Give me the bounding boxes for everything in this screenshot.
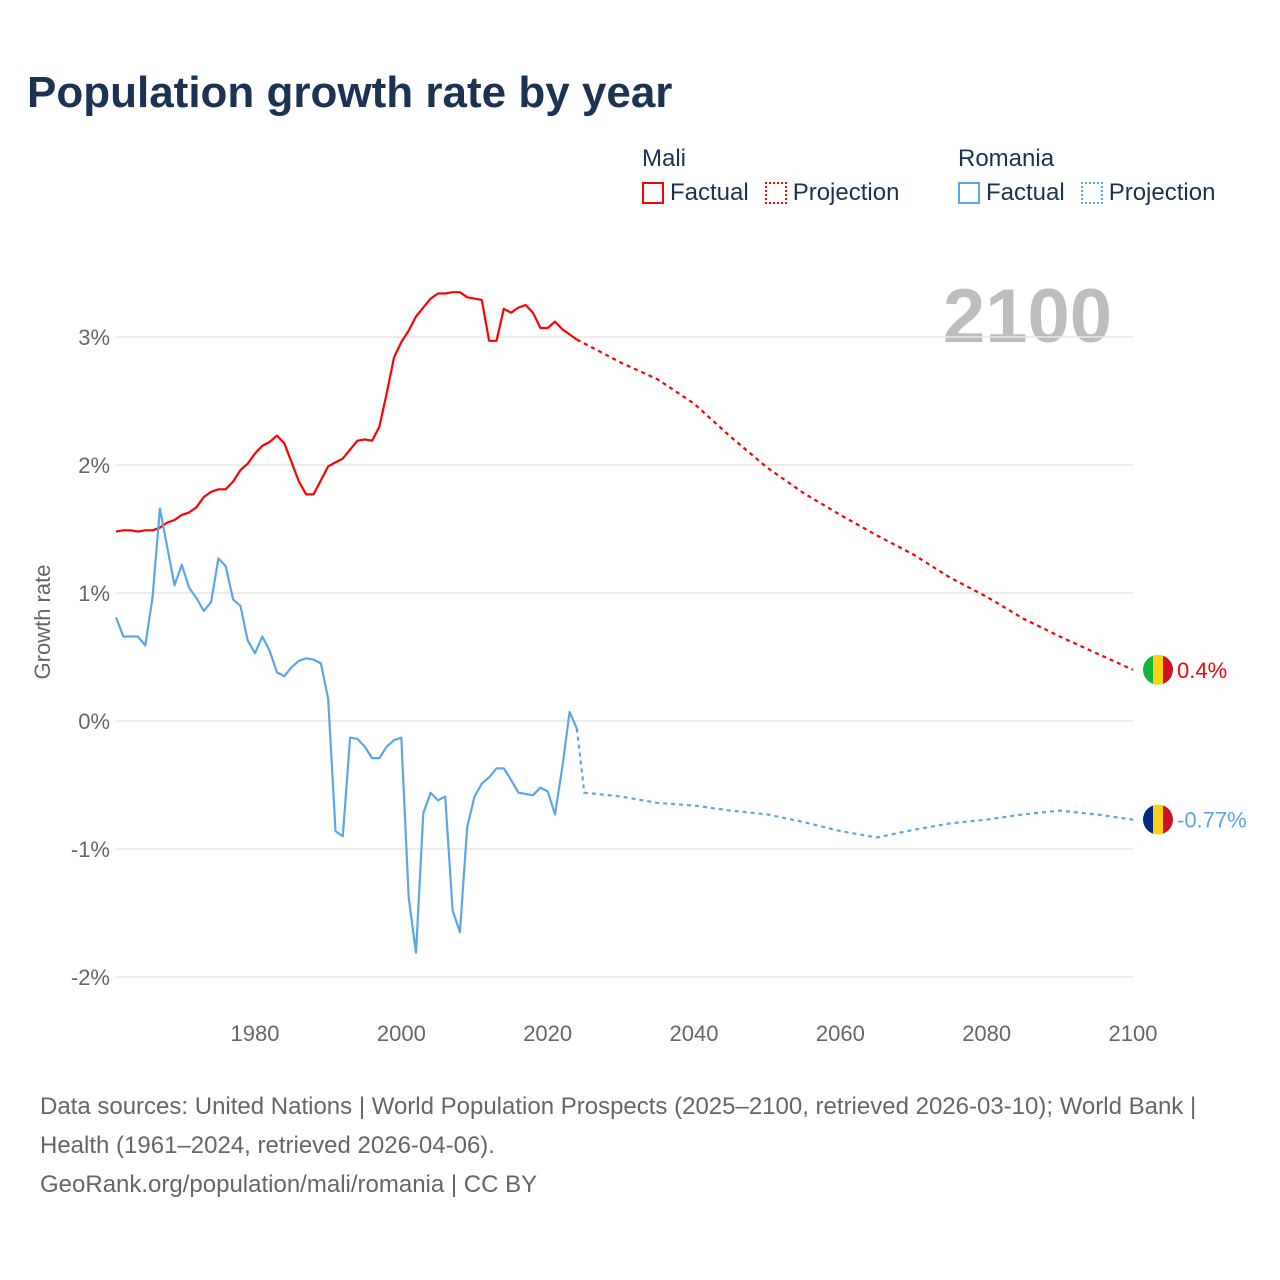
x-tick-label: 2020 <box>523 1021 572 1046</box>
mali-flag-icon <box>1143 654 1154 685</box>
y-tick-label: -2% <box>71 965 110 990</box>
legend-group-label: Romania <box>958 145 1055 172</box>
legend-swatch-solid <box>958 182 980 204</box>
footer: Data sources: United Nations | World Pop… <box>40 1087 1240 1204</box>
romania-flag-icon <box>1163 804 1173 835</box>
mali-projection-line <box>576 338 1134 671</box>
y-tick-label: 0% <box>78 709 110 734</box>
legend-mali-factual[interactable]: Factual <box>642 179 749 207</box>
romania-flag-icon <box>1153 804 1164 835</box>
romania-flag-icon <box>1143 804 1154 835</box>
legend-romania-factual[interactable]: Factual <box>958 179 1065 207</box>
legend-swatch-solid <box>642 182 664 204</box>
year-watermark: 2100 <box>943 274 1112 359</box>
x-tick-label: 2080 <box>962 1021 1011 1046</box>
legend-label: Projection <box>1108 179 1216 206</box>
legend-swatch-dotted <box>1080 182 1103 204</box>
x-tick-label: 1980 <box>231 1021 280 1046</box>
mali-flag-icon <box>1153 654 1164 685</box>
legend-label: Projection <box>792 179 900 206</box>
mali-factual-line <box>115 291 578 533</box>
legend-label: Factual <box>986 179 1065 206</box>
y-tick-label: -1% <box>71 837 110 862</box>
legend-group-mali: Mali Factual Projection <box>642 145 899 207</box>
legend-group-label: Mali <box>642 145 687 172</box>
mali-end-label: 0.4% <box>1177 658 1227 683</box>
y-tick-label: 2% <box>78 453 110 478</box>
mali-flag-icon <box>1163 654 1173 685</box>
romania-factual-line <box>114 507 578 954</box>
y-tick-label: 1% <box>78 581 110 606</box>
data-sources: Data sources: United Nations | World Pop… <box>40 1093 1197 1159</box>
legend-mali-projection[interactable]: Projection <box>764 179 900 207</box>
source-link[interactable]: GeoRank.org/population/mali/romania | CC… <box>40 1171 538 1198</box>
y-tick-label: 3% <box>78 325 110 350</box>
legend-group-romania: Romania Factual Projection <box>958 145 1215 207</box>
legend-label: Factual <box>670 179 749 206</box>
x-tick-label: 2040 <box>670 1021 719 1046</box>
legend-swatch-dotted <box>764 182 787 204</box>
x-tick-label: 2000 <box>377 1021 426 1046</box>
x-tick-label: 2060 <box>816 1021 865 1046</box>
legend-romania-projection[interactable]: Projection <box>1080 179 1216 207</box>
line-chart: 2100 3% 2% 1% 0% -1% -2% 1980 2000 2020 2040 2060 20… <box>30 274 1247 1046</box>
chart-title: Population growth rate by year <box>27 68 673 117</box>
romania-projection-line <box>575 728 1134 839</box>
y-axis-label: Growth rate <box>30 565 55 680</box>
romania-end-label: -0.77% <box>1177 808 1247 833</box>
x-tick-label: 2100 <box>1109 1021 1158 1046</box>
